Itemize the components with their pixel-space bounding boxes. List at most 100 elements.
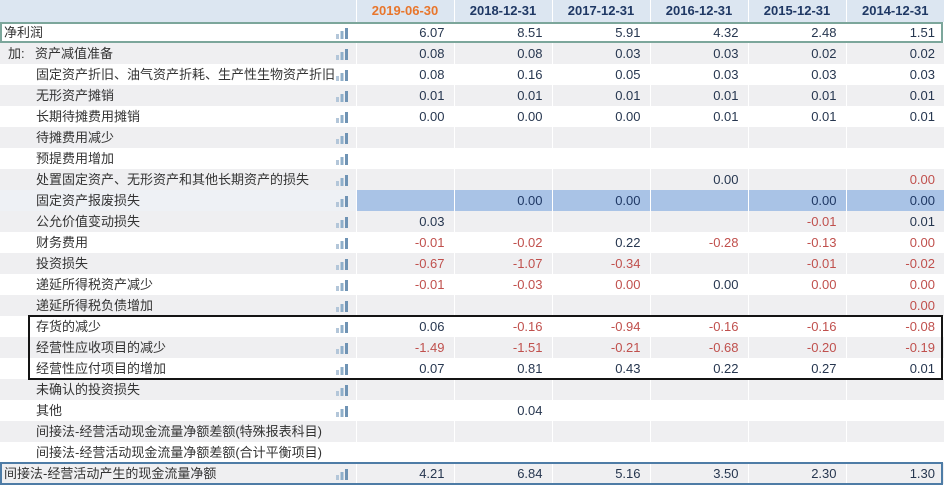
- value-cell: 0.00: [649, 169, 748, 190]
- row-label: 经营性应收项目的减少: [0, 337, 356, 358]
- value-cell: 0.00: [845, 274, 944, 295]
- value-cell: [453, 211, 552, 232]
- value-cell: 0.08: [453, 43, 552, 64]
- value-cell: 0.00: [845, 295, 944, 316]
- value-cell: [649, 442, 748, 463]
- value-cell: [649, 421, 748, 442]
- bar-chart-icon[interactable]: [335, 110, 350, 123]
- value-cell: 6.84: [453, 463, 552, 484]
- row-label: 固定资产报废损失: [0, 190, 356, 211]
- bar-chart-icon[interactable]: [335, 236, 350, 249]
- table-row: 存货的减少 0.06 -0.16 -0.94 -0.16 -0.16 -0.08: [0, 316, 944, 337]
- value-cell: 0.01: [747, 106, 846, 127]
- row-label-text: 投资损失: [36, 256, 89, 271]
- value-cell: [649, 379, 748, 400]
- row-label: 待摊费用减少: [0, 127, 356, 148]
- row-label: 间接法-经营活动现金流量净额差额(特殊报表科目): [0, 421, 356, 442]
- value-cell: [649, 253, 748, 274]
- value-cell: 0.00: [551, 106, 650, 127]
- value-cell: 0.00: [845, 190, 944, 211]
- bar-chart-icon[interactable]: [335, 383, 350, 396]
- bar-chart-icon[interactable]: [335, 467, 350, 480]
- value-cell: 2.30: [747, 463, 846, 484]
- bar-chart-icon[interactable]: [335, 131, 350, 144]
- bar-chart-icon[interactable]: [335, 152, 350, 165]
- row-label: 递延所得税负债增加: [0, 295, 356, 316]
- value-cell: [649, 148, 748, 169]
- bar-chart-icon[interactable]: [335, 194, 350, 207]
- bar-chart-icon[interactable]: [335, 278, 350, 291]
- value-cell: 5.16: [551, 463, 650, 484]
- value-cell: [551, 379, 650, 400]
- table-header: 2019-06-30 2018-12-31 2017-12-31 2016-12-31…: [0, 0, 944, 22]
- value-cell: -0.03: [453, 274, 552, 295]
- value-cell: [355, 148, 454, 169]
- row-label-text: 待摊费用减少: [36, 130, 115, 145]
- header-period-2016-12-31: 2016-12-31: [649, 0, 748, 22]
- value-cell: 0.00: [551, 190, 650, 211]
- table-row: 未确认的投资损失: [0, 379, 944, 400]
- value-cell: [747, 421, 846, 442]
- header-period-2017-12-31: 2017-12-31: [551, 0, 650, 22]
- bar-chart-icon[interactable]: [335, 47, 350, 60]
- row-label: 财务费用: [0, 232, 356, 253]
- value-cell: [551, 148, 650, 169]
- value-cell: [845, 442, 944, 463]
- value-cell: 0.03: [649, 43, 748, 64]
- value-cell: [551, 421, 650, 442]
- bar-chart-icon[interactable]: [335, 68, 350, 81]
- value-cell: 0.01: [845, 106, 944, 127]
- value-cell: [845, 127, 944, 148]
- value-cell: [845, 421, 944, 442]
- row-label-text: 未确认的投资损失: [36, 382, 141, 397]
- bar-chart-icon[interactable]: [335, 404, 350, 417]
- value-cell: [747, 148, 846, 169]
- bar-chart-icon[interactable]: [335, 173, 350, 186]
- value-cell: -0.67: [355, 253, 454, 274]
- value-cell: [355, 400, 454, 421]
- value-cell: [453, 127, 552, 148]
- value-cell: [845, 148, 944, 169]
- row-label-text: 公允价值变动损失: [36, 214, 141, 229]
- bar-chart-icon[interactable]: [335, 362, 350, 375]
- value-cell: 0.01: [355, 85, 454, 106]
- bar-chart-icon[interactable]: [335, 341, 350, 354]
- value-cell: [747, 400, 846, 421]
- value-cell: 1.51: [845, 22, 944, 43]
- table-row: 预提费用增加: [0, 148, 944, 169]
- row-label: 处置固定资产、无形资产和其他长期资产的损失: [0, 169, 356, 190]
- row-label: 无形资产摊销: [0, 85, 356, 106]
- value-cell: -0.28: [649, 232, 748, 253]
- row-label: 公允价值变动损失: [0, 211, 356, 232]
- value-cell: [649, 400, 748, 421]
- row-label-text: 经营性应付项目的增加: [36, 361, 167, 376]
- value-cell: [453, 421, 552, 442]
- bar-chart-icon[interactable]: [335, 26, 350, 39]
- table-row: 加: 资产减值准备 0.08 0.08 0.03 0.03 0.02 0.02: [0, 43, 944, 64]
- table-row: 财务费用 -0.01 -0.02 0.22 -0.28 -0.13 0.00: [0, 232, 944, 253]
- table-row: 净利润 6.07 8.51 5.91 4.32 2.48 1.51: [0, 22, 944, 43]
- value-cell: 0.00: [649, 274, 748, 295]
- value-cell: 8.51: [453, 22, 552, 43]
- bar-chart-icon[interactable]: [335, 215, 350, 228]
- table-row: 递延所得税资产减少 -0.01 -0.03 0.00 0.00 0.00 0.00: [0, 274, 944, 295]
- value-cell: 6.07: [355, 22, 454, 43]
- bar-chart-icon[interactable]: [335, 257, 350, 270]
- row-label: 未确认的投资损失: [0, 379, 356, 400]
- value-cell: [453, 148, 552, 169]
- value-cell: -0.21: [551, 337, 650, 358]
- value-cell: -0.16: [453, 316, 552, 337]
- value-cell: 0.01: [845, 85, 944, 106]
- bar-chart-icon[interactable]: [335, 299, 350, 312]
- value-cell: 0.81: [453, 358, 552, 379]
- value-cell: [453, 442, 552, 463]
- value-cell: 0.00: [747, 190, 846, 211]
- row-label-text: 经营性应收项目的减少: [36, 340, 167, 355]
- value-cell: [845, 400, 944, 421]
- row-label: 递延所得税资产减少: [0, 274, 356, 295]
- table-row: 经营性应付项目的增加 0.07 0.81 0.43 0.22 0.27 0.01: [0, 358, 944, 379]
- value-cell: [845, 379, 944, 400]
- bar-chart-icon[interactable]: [335, 89, 350, 102]
- value-cell: [747, 127, 846, 148]
- bar-chart-icon[interactable]: [335, 320, 350, 333]
